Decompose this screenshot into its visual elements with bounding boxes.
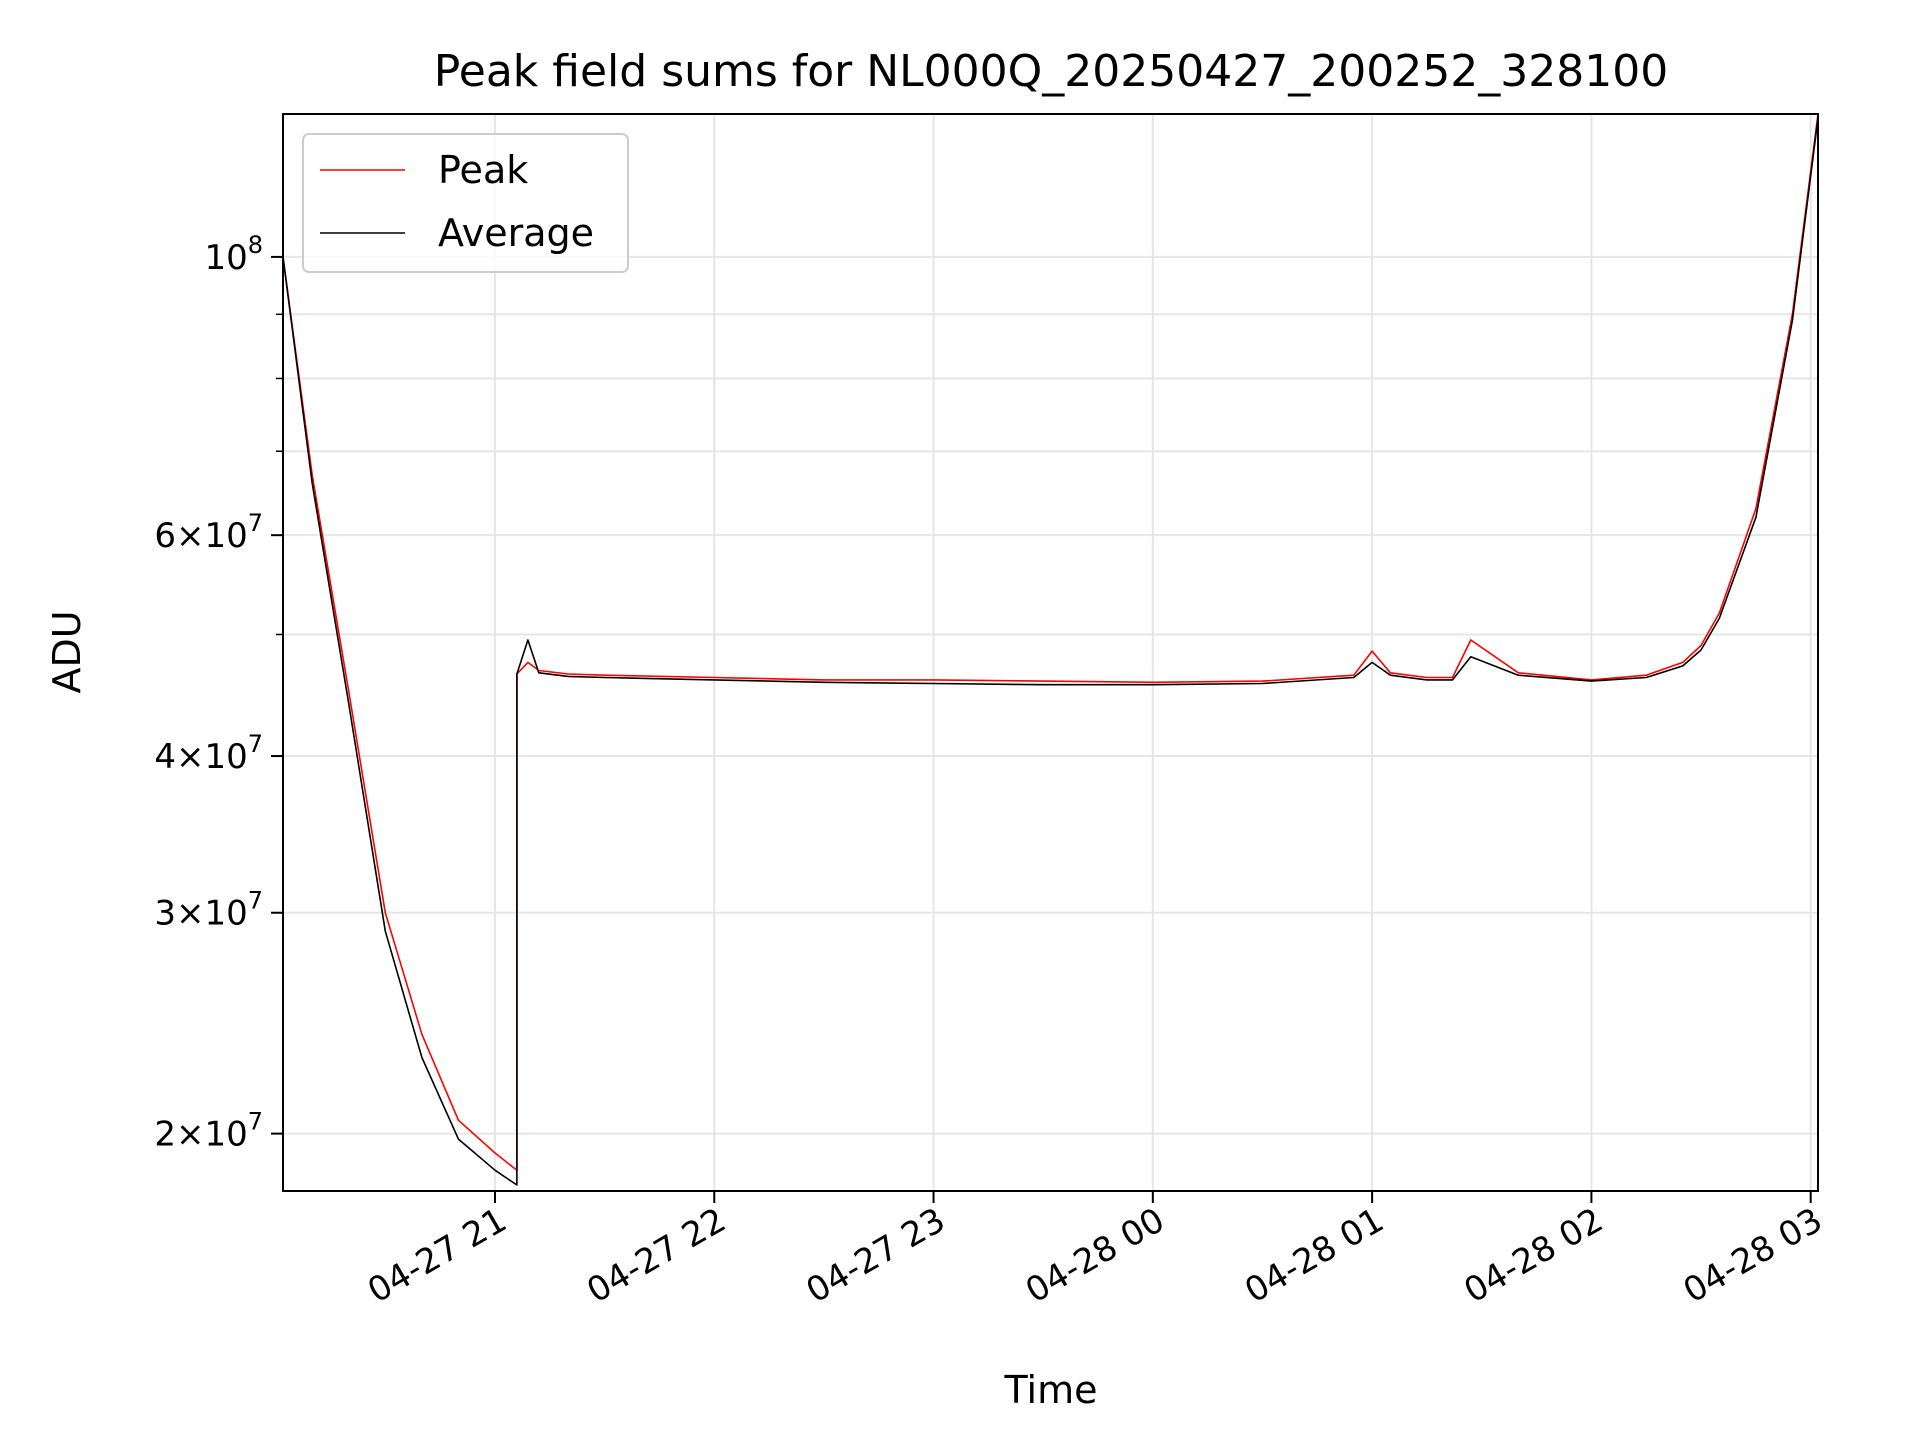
legend-label-average: Average xyxy=(438,211,594,255)
y-axis-ticks: 108 6×107 4×107 3×107 2×107 xyxy=(154,231,283,1155)
y-tick-label: 4×107 xyxy=(154,730,263,777)
y-tick-label: 3×107 xyxy=(154,887,263,934)
legend-box xyxy=(302,133,629,273)
y-tick-label: 6×107 xyxy=(154,509,263,556)
legend-label-peak: Peak xyxy=(438,148,528,192)
plot-frame xyxy=(282,113,1819,1192)
chart-title: Peak field sums for NL000Q_20250427_2002… xyxy=(434,46,1668,97)
x-axis-label: Time xyxy=(1004,1368,1098,1412)
series-line-average xyxy=(282,118,1819,1186)
series-layer xyxy=(282,113,1819,1186)
y-tick-label: 2×107 xyxy=(154,1108,263,1155)
y-tick-label: 108 xyxy=(204,231,263,278)
legend: Peak Average xyxy=(302,133,629,273)
series-line-peak xyxy=(282,113,1819,1171)
y-axis-label: ADU xyxy=(45,610,89,693)
